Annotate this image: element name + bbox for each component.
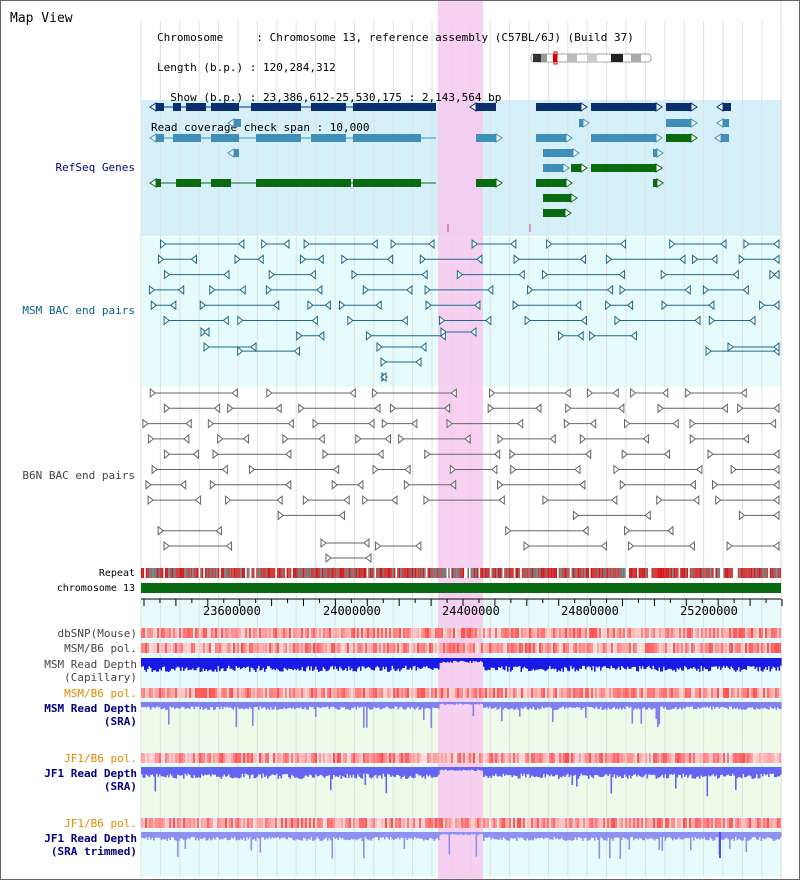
- jf1-depth-sra-sub: (SRA): [103, 780, 137, 793]
- map-view-title: Map View: [10, 11, 73, 26]
- dbsnp-label[interactable]: dbSNP(Mouse): [57, 627, 137, 640]
- jf1-depth-sra-label[interactable]: JF1 Read Depth: [44, 767, 137, 780]
- msm-pol-label-2[interactable]: MSM/B6 pol.: [64, 687, 137, 700]
- ruler-tick-2: 24000000: [323, 604, 381, 618]
- msm-depth-sra-sub: (SRA): [103, 715, 137, 728]
- jf1-pol-label-1[interactable]: JF1/B6 pol.: [64, 752, 137, 765]
- repeat-label[interactable]: Repeat: [98, 568, 135, 579]
- jf1-depth-trim-sub: (SRA trimmed): [50, 845, 137, 858]
- chromosome-label[interactable]: chromosome 13: [56, 583, 135, 594]
- show-line: Show (b.p.) : 23,386,612-25,530,175 : 2,…: [157, 91, 502, 104]
- length-line: Length (b.p.) : 120,284,312: [157, 61, 336, 74]
- ruler-tick-1: 23600000: [203, 604, 261, 618]
- b6n-bac-label[interactable]: B6N BAC end pairs: [22, 469, 135, 482]
- coverage-line: Read coverage check span : 10,000: [151, 121, 370, 134]
- msm-depth-capillary-sub: (Capillary): [64, 671, 137, 684]
- jf1-depth-trim-label[interactable]: JF1 Read Depth: [44, 832, 137, 845]
- msm-pol-label-1[interactable]: MSM/B6 pol.: [64, 642, 137, 655]
- ruler-tick-5: 25200000: [680, 604, 738, 618]
- ruler-tick-4: 24800000: [561, 604, 619, 618]
- ruler-tick-3: 24400000: [442, 604, 500, 618]
- selection-highlight: [438, 1, 483, 879]
- refseq-genes-label[interactable]: RefSeq Genes: [55, 161, 135, 174]
- chromosome-info: Chromosome : Chromosome 13, reference as…: [151, 13, 634, 153]
- jf1-pol-label-2[interactable]: JF1/B6 pol.: [64, 817, 137, 830]
- msm-bac-label[interactable]: MSM BAC end pairs: [22, 304, 135, 317]
- msm-depth-sra-label[interactable]: MSM Read Depth: [44, 702, 137, 715]
- chromosome-line: Chromosome : Chromosome 13, reference as…: [157, 31, 634, 44]
- msm-depth-capillary-label[interactable]: MSM Read Depth: [44, 658, 137, 671]
